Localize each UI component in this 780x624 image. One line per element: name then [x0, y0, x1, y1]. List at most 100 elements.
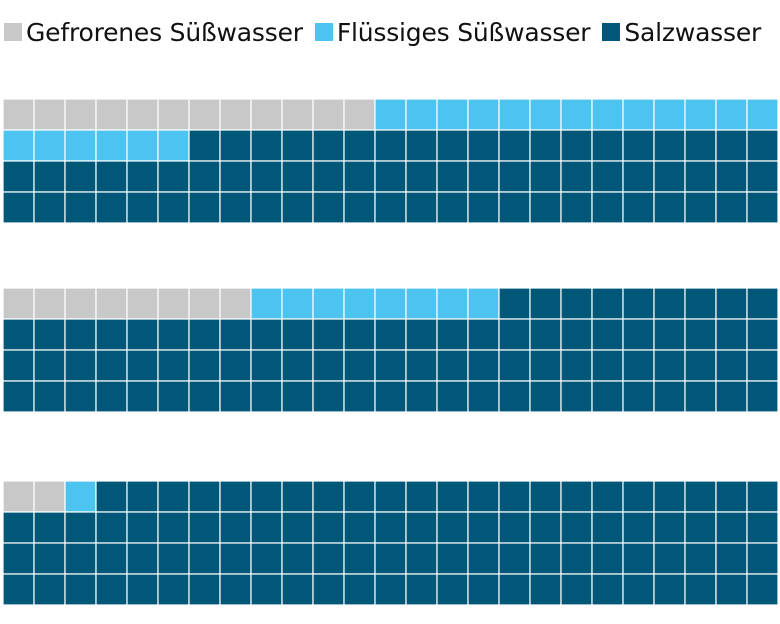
waffle-cell-salt: [529, 160, 562, 193]
waffle-cell-salt: [219, 511, 252, 544]
waffle-cell-salt: [250, 191, 283, 224]
legend-item-frozen: Gefrorenes Süßwasser: [4, 18, 303, 47]
waffle-cell-salt: [188, 160, 221, 193]
waffle-cell-liquid: [374, 287, 407, 320]
waffle-cell-salt: [498, 511, 531, 544]
waffle-cell-salt: [746, 129, 779, 162]
waffle-cell-salt: [467, 542, 500, 575]
waffle-cell-frozen: [95, 98, 128, 131]
waffle-cell-salt: [560, 573, 593, 606]
waffle-cell-salt: [2, 542, 35, 575]
waffle-cell-liquid: [436, 98, 469, 131]
waffle-cell-liquid: [281, 287, 314, 320]
waffle-cell-salt: [157, 573, 190, 606]
waffle-cell-salt: [467, 191, 500, 224]
waffle-cell-salt: [157, 318, 190, 351]
waffle-cell-salt: [281, 349, 314, 382]
waffle-cell-salt: [312, 511, 345, 544]
waffle-cell-salt: [746, 160, 779, 193]
waffle-cell-liquid: [343, 287, 376, 320]
waffle-cell-liquid: [2, 129, 35, 162]
waffle-cell-salt: [560, 191, 593, 224]
waffle-cell-salt: [281, 129, 314, 162]
waffle-cell-salt: [157, 349, 190, 382]
waffle-cell-salt: [529, 511, 562, 544]
waffle-cell-salt: [622, 160, 655, 193]
waffle-cell-salt: [436, 318, 469, 351]
waffle-cell-salt: [715, 160, 748, 193]
waffle-cell-salt: [126, 480, 159, 513]
waffle-cell-salt: [374, 191, 407, 224]
waffle-cell-salt: [684, 318, 717, 351]
waffle-cell-liquid: [126, 129, 159, 162]
waffle-cell-salt: [64, 380, 97, 413]
waffle-cell-salt: [2, 380, 35, 413]
waffle-cell-salt: [95, 511, 128, 544]
waffle-cell-salt: [653, 287, 686, 320]
waffle-cell-salt: [653, 318, 686, 351]
waffle-cell-salt: [684, 349, 717, 382]
waffle-cell-salt: [591, 480, 624, 513]
waffle-cell-salt: [529, 573, 562, 606]
waffle-cell-liquid: [467, 98, 500, 131]
waffle-cell-salt: [467, 380, 500, 413]
waffle-cell-liquid: [250, 287, 283, 320]
waffle-cell-frozen: [312, 98, 345, 131]
waffle-cell-salt: [436, 480, 469, 513]
waffle-cell-salt: [405, 349, 438, 382]
waffle-cell-salt: [746, 191, 779, 224]
waffle-block-2: [2, 287, 779, 413]
waffle-cell-salt: [312, 349, 345, 382]
waffle-cell-salt: [343, 129, 376, 162]
waffle-cell-salt: [560, 287, 593, 320]
waffle-cell-salt: [126, 380, 159, 413]
waffle-cell-salt: [467, 160, 500, 193]
waffle-cell-salt: [591, 287, 624, 320]
waffle-cell-salt: [653, 511, 686, 544]
waffle-cell-liquid: [529, 98, 562, 131]
waffle-cell-liquid: [405, 98, 438, 131]
waffle-cell-liquid: [560, 98, 593, 131]
waffle-cell-salt: [126, 511, 159, 544]
waffle-cell-salt: [498, 129, 531, 162]
waffle-cell-salt: [405, 511, 438, 544]
waffle-cell-salt: [529, 191, 562, 224]
waffle-cell-liquid: [498, 98, 531, 131]
waffle-cell-salt: [436, 160, 469, 193]
waffle-cell-salt: [64, 542, 97, 575]
waffle-cell-salt: [188, 480, 221, 513]
waffle-cell-salt: [591, 318, 624, 351]
waffle-cell-salt: [467, 573, 500, 606]
waffle-cell-liquid: [33, 129, 66, 162]
waffle-cell-salt: [250, 542, 283, 575]
waffle-cell-salt: [157, 191, 190, 224]
waffle-cell-salt: [715, 380, 748, 413]
waffle-cell-salt: [746, 511, 779, 544]
waffle-cell-salt: [2, 511, 35, 544]
waffle-cell-salt: [188, 511, 221, 544]
waffle-cell-salt: [529, 129, 562, 162]
waffle-cell-salt: [591, 573, 624, 606]
waffle-cell-salt: [219, 349, 252, 382]
waffle-cell-salt: [684, 511, 717, 544]
waffle-cell-salt: [715, 573, 748, 606]
waffle-cell-liquid: [467, 287, 500, 320]
waffle-cell-salt: [436, 511, 469, 544]
waffle-cell-salt: [64, 511, 97, 544]
waffle-cell-salt: [281, 318, 314, 351]
waffle-cell-frozen: [64, 98, 97, 131]
waffle-cell-salt: [188, 573, 221, 606]
waffle-cell-frozen: [281, 98, 314, 131]
legend-item-salt: Salzwasser: [602, 18, 761, 47]
waffle-cell-salt: [126, 349, 159, 382]
waffle-cell-salt: [250, 160, 283, 193]
waffle-cell-salt: [157, 511, 190, 544]
waffle-cell-liquid: [746, 98, 779, 131]
waffle-cell-salt: [374, 160, 407, 193]
waffle-cell-salt: [405, 573, 438, 606]
waffle-cell-salt: [436, 573, 469, 606]
waffle-cell-salt: [343, 380, 376, 413]
waffle-cell-salt: [405, 129, 438, 162]
waffle-block-3: [2, 480, 779, 606]
waffle-cell-salt: [591, 542, 624, 575]
